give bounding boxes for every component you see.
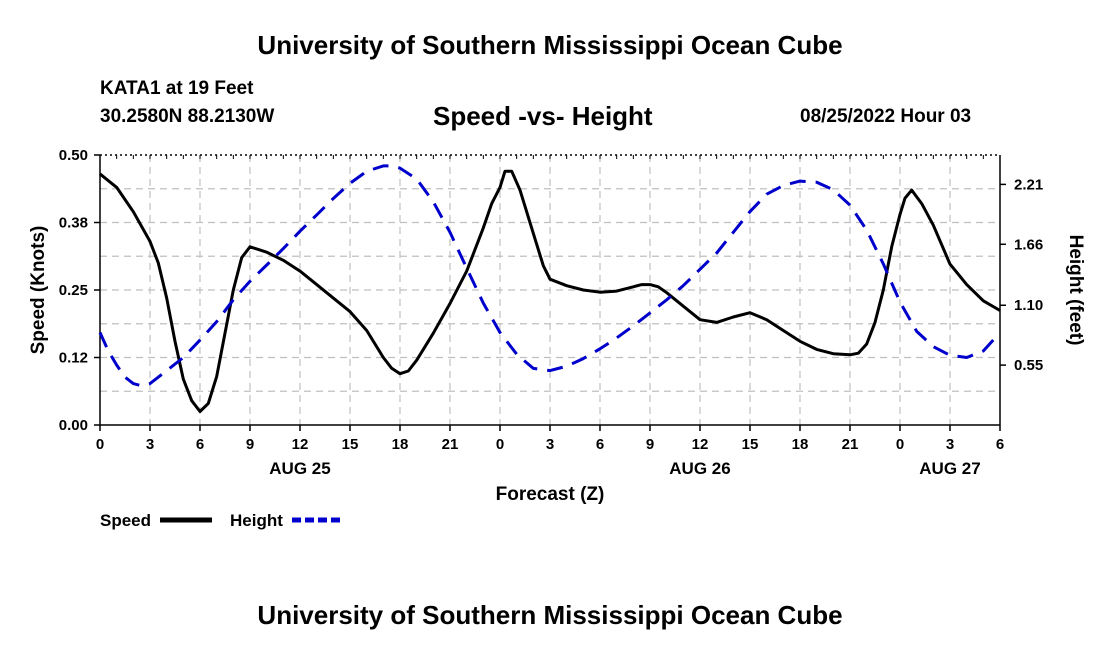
x-tick-label: 3: [546, 436, 554, 453]
x-tick-label: 9: [246, 436, 254, 453]
chart-subtitle: Speed -vs- Height: [433, 101, 653, 131]
x-tick-label: 0: [96, 436, 104, 453]
x-date-label: AUG 25: [269, 459, 330, 478]
x-tick-label: 6: [196, 436, 204, 453]
legend-label-speed: Speed: [100, 511, 151, 530]
series-line-speed: [99, 169, 1001, 413]
x-tick-label: 3: [146, 436, 154, 453]
series-line-height: [98, 164, 1002, 388]
x-tick-label: 21: [842, 436, 859, 453]
x-axis-title: Forecast (Z): [496, 484, 605, 505]
y-left-tick-label: 0.50: [59, 147, 88, 164]
y-right-tick-label: 2.21: [1014, 176, 1043, 193]
x-tick-label: 6: [996, 436, 1004, 453]
y-left-tick-label: 0.12: [59, 350, 88, 367]
x-tick-label: 18: [392, 436, 409, 453]
y-left-tick-label: 0.25: [59, 282, 88, 299]
y-left-tick-label: 0.00: [59, 417, 88, 434]
x-tick-label: 12: [692, 436, 709, 453]
footer-title: University of Southern Mississippi Ocean…: [257, 600, 843, 630]
x-tick-label: 15: [742, 436, 759, 453]
x-tick-label: 18: [792, 436, 809, 453]
station-label: KATA1 at 19 Feet: [100, 78, 254, 99]
x-tick-label: 15: [342, 436, 359, 453]
station-coordinates: 30.2580N 88.2130W: [100, 106, 275, 127]
y-right-tick-label: 0.55: [1014, 357, 1043, 374]
y-left-axis-title: Speed (Knots): [28, 226, 49, 355]
y-right-tick-label: 1.10: [1014, 297, 1043, 314]
x-date-label: AUG 26: [669, 459, 730, 478]
x-tick-label: 0: [896, 436, 904, 453]
x-tick-label: 9: [646, 436, 654, 453]
x-tick-label: 3: [946, 436, 954, 453]
x-date-label: AUG 27: [919, 459, 980, 478]
legend-label-height: Height: [230, 511, 283, 530]
x-tick-label: 12: [292, 436, 309, 453]
x-tick-label: 21: [442, 436, 459, 453]
forecast-datetime: 08/25/2022 Hour 03: [800, 106, 972, 127]
y-right-tick-label: 1.66: [1014, 236, 1043, 253]
chart-main-title: University of Southern Mississippi Ocean…: [257, 30, 843, 60]
y-left-tick-label: 0.38: [59, 215, 88, 232]
x-tick-label: 6: [596, 436, 604, 453]
y-right-axis-title: Height (feet): [1065, 235, 1086, 346]
x-tick-label: 0: [496, 436, 504, 453]
